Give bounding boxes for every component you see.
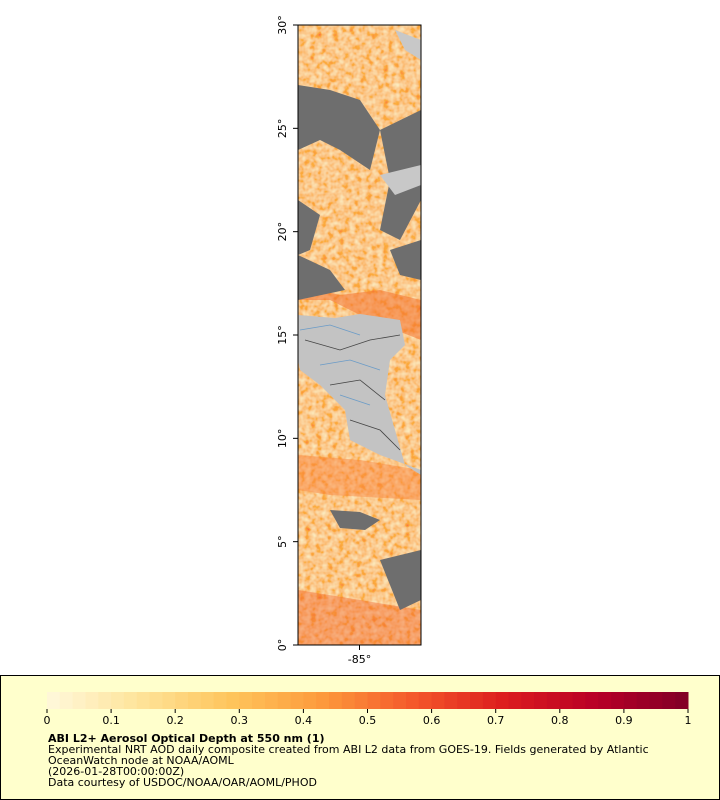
colorbar-step — [418, 692, 433, 709]
colorbar-step — [226, 692, 240, 709]
colorbar-step — [341, 692, 356, 709]
lat-tick-label: 15° — [276, 325, 289, 345]
colorbar-step — [149, 692, 163, 709]
colorbar-step — [329, 692, 343, 709]
colorbar-tick-label: 0.8 — [551, 714, 569, 727]
colorbar-step — [623, 692, 638, 709]
legend-line: (2026-01-28T00:00:00Z) — [48, 765, 184, 778]
colorbar-step — [175, 692, 189, 709]
lon-tick-label: -85° — [348, 653, 371, 666]
colorbar-step — [405, 692, 420, 709]
colorbar-step — [431, 692, 445, 709]
no-data-region — [330, 510, 421, 610]
legend-line: Experimental NRT AOD daily composite cre… — [48, 743, 649, 756]
colorbar-step — [572, 692, 586, 709]
colorbar-step — [649, 692, 663, 709]
colorbar-step — [47, 692, 61, 709]
colorbar-step — [457, 692, 471, 709]
colorbar-step — [162, 692, 176, 709]
colorbar-tick-label: 0.4 — [295, 714, 313, 727]
colorbar-step — [598, 692, 612, 709]
high-aod-patch — [298, 590, 421, 645]
lat-tick-label: 10° — [276, 429, 289, 449]
colorbar-tick-label: 0.3 — [231, 714, 249, 727]
colorbar-step — [444, 692, 458, 709]
colorbar-step — [521, 692, 535, 709]
land — [298, 314, 421, 475]
lat-tick-label: 30° — [276, 15, 289, 35]
border-line — [304, 334, 401, 451]
land — [380, 30, 421, 195]
lat-tick-label: 0° — [276, 639, 289, 652]
colorbar-step — [264, 692, 279, 709]
colorbar-step — [482, 692, 497, 709]
map-panel — [298, 25, 421, 645]
legend-title: ABI L2+ Aerosol Optical Depth at 550 nm … — [48, 732, 325, 745]
river-line — [299, 324, 381, 406]
colorbar-step — [303, 692, 317, 709]
colorbar: 0 0.1 0.2 0.3 0.4 0.5 0.6 0.7 0.8 0.9 1 — [44, 692, 692, 727]
lat-tick-label: 25° — [276, 119, 289, 139]
no-data-region — [298, 240, 421, 300]
colorbar-step — [636, 692, 651, 709]
colorbar-step — [252, 692, 266, 709]
colorbar-step — [534, 692, 548, 709]
legend-line: OceanWatch node at NOAA/AOML — [48, 754, 235, 767]
colorbar-step — [239, 692, 253, 709]
colorbar-step — [59, 692, 74, 709]
colorbar-step — [354, 692, 368, 709]
high-aod-patch — [298, 455, 421, 500]
colorbar-step — [470, 692, 484, 709]
lat-tick-label: 20° — [276, 222, 289, 242]
no-data-region — [298, 200, 320, 255]
colorbar-tick-label: 0.9 — [615, 714, 633, 727]
colorbar-step — [98, 692, 112, 709]
colorbar-step — [662, 692, 676, 709]
colorbar-step — [585, 692, 599, 709]
no-data-region — [298, 85, 380, 170]
colorbar-step — [367, 692, 381, 709]
colorbar-step — [495, 692, 510, 709]
colorbar-step — [380, 692, 394, 709]
colorbar-step — [123, 692, 138, 709]
colorbar-tick-label: 0.6 — [423, 714, 441, 727]
colorbar-step — [611, 692, 625, 709]
colorbar-tick-label: 1 — [685, 714, 692, 727]
colorbar-step — [85, 692, 99, 709]
colorbar-step — [72, 692, 86, 709]
colorbar-step — [546, 692, 561, 709]
colorbar-tick-label: 0.5 — [359, 714, 377, 727]
colorbar-step — [200, 692, 215, 709]
colorbar-step — [508, 692, 522, 709]
colorbar-tick-label: 0.1 — [102, 714, 120, 727]
colorbar-step — [393, 692, 407, 709]
colorbar-step — [559, 692, 574, 709]
lat-tick-label: 5° — [276, 535, 289, 548]
colorbar-step — [277, 692, 292, 709]
legend-line: Data courtesy of USDOC/NOAA/OAR/AOML/PHO… — [48, 776, 317, 789]
colorbar-tick-label: 0.2 — [166, 714, 184, 727]
map-axes: 0° 5° 10° 15° 20° 25° 30° -85° — [276, 15, 371, 666]
colorbar-step — [136, 692, 151, 709]
colorbar-step — [111, 692, 125, 709]
colorbar-step — [316, 692, 330, 709]
colorbar-step — [188, 692, 202, 709]
colorbar-tick-label: 0 — [44, 714, 51, 727]
colorbar-step — [675, 692, 689, 709]
colorbar-tick-label: 0.7 — [487, 714, 505, 727]
colorbar-step — [290, 692, 304, 709]
colorbar-step — [213, 692, 227, 709]
